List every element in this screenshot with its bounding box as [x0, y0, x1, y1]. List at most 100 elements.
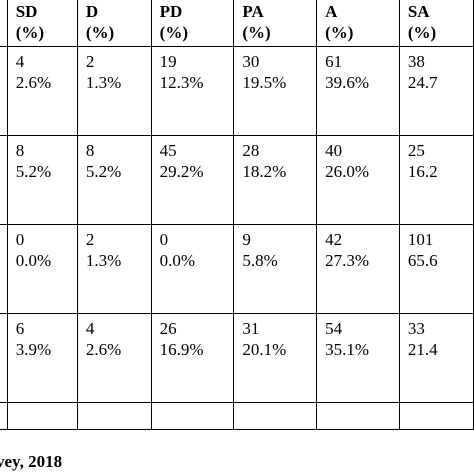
- empty-cell: [76, 402, 152, 430]
- count-value: 42: [325, 230, 343, 249]
- count-value: 26: [159, 319, 177, 338]
- percent-value: 0.0%: [15, 251, 52, 270]
- data-cell: 9 5.8%: [233, 224, 318, 314]
- table-container: SD (%) D (%) PD (%) PA (%) A (%) SA (%): [0, 0, 474, 430]
- percent-value: 1.3%: [85, 73, 122, 92]
- data-cell: 2 1.3%: [76, 224, 152, 314]
- percent-value: 2.6%: [85, 340, 122, 359]
- data-cell: 54 35.1%: [316, 313, 400, 403]
- count-value: 6: [15, 319, 25, 338]
- header-code: SD: [15, 2, 38, 21]
- count-value: 54: [325, 319, 343, 338]
- data-cell: 6 3.9%: [6, 313, 78, 403]
- table-row-empty: [0, 402, 474, 430]
- count-value: 25: [407, 141, 425, 160]
- count-value: 8: [15, 141, 25, 160]
- data-cell: 0 0.0%: [150, 224, 235, 314]
- percent-value: 20.1%: [242, 340, 287, 359]
- percent-value: 16.9%: [159, 340, 204, 359]
- header-unit: (%): [325, 23, 354, 42]
- header-unit: (%): [15, 23, 45, 42]
- header-unit: (%): [85, 23, 115, 42]
- percent-value: 5.8%: [242, 251, 278, 270]
- row-label-cell: [0, 224, 8, 314]
- data-cell: 8 5.2%: [76, 135, 152, 225]
- data-cell: 45 29.2%: [150, 135, 235, 225]
- percent-value: 12.3%: [159, 73, 204, 92]
- percent-value: 3.9%: [15, 340, 52, 359]
- empty-cell: [398, 402, 474, 430]
- header-unit: (%): [407, 23, 437, 42]
- table-row: 8 5.2% 8 5.2% 45 29.2% 28 18.2% 40 26.0% 25 16…: [0, 135, 474, 225]
- header-cell-sa: SA (%): [398, 0, 474, 47]
- percent-value: 27.3%: [325, 251, 370, 270]
- header-code: SA: [407, 2, 430, 21]
- header-cell-d: D (%): [76, 0, 152, 47]
- data-cell: 61 39.6%: [316, 46, 400, 136]
- header-cell-sd: SD (%): [6, 0, 78, 47]
- data-cell: 4 2.6%: [76, 313, 152, 403]
- data-cell: 101 65.6: [398, 224, 474, 314]
- percent-value: 5.2%: [15, 162, 52, 181]
- data-cell: 38 24.7: [398, 46, 474, 136]
- header-cell-row-label: [0, 0, 8, 47]
- header-row: SD (%) D (%) PD (%) PA (%) A (%) SA (%): [0, 0, 474, 47]
- row-label-cell: [0, 313, 8, 403]
- count-value: 4: [15, 52, 25, 71]
- data-cell: 31 20.1%: [233, 313, 318, 403]
- header-code: D: [85, 2, 99, 21]
- data-cell: 8 5.2%: [6, 135, 78, 225]
- percent-value: 16.2: [407, 162, 438, 181]
- survey-response-table: SD (%) D (%) PD (%) PA (%) A (%) SA (%): [0, 0, 474, 430]
- source-note: vey, 2018: [0, 452, 63, 471]
- count-value: 30: [242, 52, 260, 71]
- data-cell: 25 16.2: [398, 135, 474, 225]
- count-value: 61: [325, 52, 343, 71]
- percent-value: 21.4: [407, 340, 438, 359]
- count-value: 40: [325, 141, 343, 160]
- data-cell: 40 26.0%: [316, 135, 400, 225]
- count-value: 4: [85, 319, 95, 338]
- percent-value: 35.1%: [325, 340, 370, 359]
- count-value: 0: [15, 230, 25, 249]
- data-cell: 28 18.2%: [233, 135, 318, 225]
- header-cell-pd: PD (%): [150, 0, 235, 47]
- header-code: PD: [159, 2, 183, 21]
- header-unit: (%): [159, 23, 188, 42]
- header-cell-pa: PA (%): [233, 0, 318, 47]
- data-cell: 33 21.4: [398, 313, 474, 403]
- percent-value: 19.5%: [242, 73, 287, 92]
- percent-value: 29.2%: [159, 162, 204, 181]
- percent-value: 18.2%: [242, 162, 287, 181]
- percent-value: 65.6: [407, 251, 438, 270]
- data-cell: 42 27.3%: [316, 224, 400, 314]
- count-value: 2: [85, 230, 95, 249]
- count-value: 31: [242, 319, 260, 338]
- table-row: 6 3.9% 4 2.6% 26 16.9% 31 20.1% 54 35.1% 33 21…: [0, 313, 474, 403]
- data-cell: 4 2.6%: [6, 46, 78, 136]
- table-row: 4 2.6% 2 1.3% 19 12.3% 30 19.5% 61 39.6% 38 24…: [0, 46, 474, 136]
- data-cell: 26 16.9%: [150, 313, 235, 403]
- count-value: 9: [242, 230, 251, 249]
- empty-cell: [316, 402, 400, 430]
- percent-value: 0.0%: [159, 251, 196, 270]
- header-code: A: [325, 2, 338, 21]
- data-cell: 2 1.3%: [76, 46, 152, 136]
- header-unit: (%): [242, 23, 271, 42]
- empty-cell: [0, 402, 8, 430]
- count-value: 8: [85, 141, 95, 160]
- count-value: 38: [407, 52, 425, 71]
- percent-value: 24.7: [407, 73, 438, 92]
- row-label-cell: [0, 135, 8, 225]
- empty-cell: [150, 402, 235, 430]
- count-value: 19: [159, 52, 177, 71]
- data-cell: 30 19.5%: [233, 46, 318, 136]
- count-value: 0: [159, 230, 169, 249]
- percent-value: 2.6%: [15, 73, 52, 92]
- percent-value: 26.0%: [325, 162, 370, 181]
- row-label-cell: [0, 46, 8, 136]
- percent-value: 39.6%: [325, 73, 370, 92]
- header-code: PA: [242, 2, 264, 21]
- table-row: 0 0.0% 2 1.3% 0 0.0% 9 5.8% 42 27.3% 101 65.6: [0, 224, 474, 314]
- percent-value: 1.3%: [85, 251, 122, 270]
